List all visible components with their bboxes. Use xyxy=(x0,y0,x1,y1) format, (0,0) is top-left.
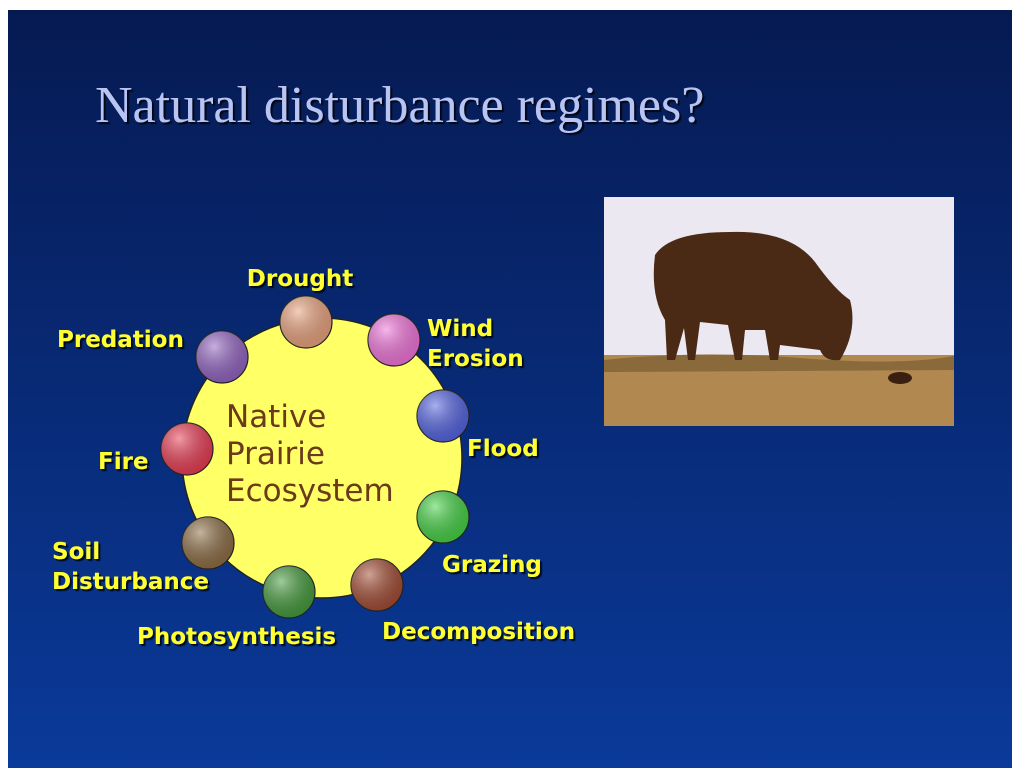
node-label: Erosion xyxy=(427,346,524,372)
node-label: Fire xyxy=(98,449,149,475)
node-label: Photosynthesis xyxy=(137,624,336,650)
slide: Natural disturbance regimes? NativePrair… xyxy=(0,0,1019,771)
node-label: Wind xyxy=(427,316,493,342)
node-shade xyxy=(351,559,403,611)
node-shade xyxy=(196,331,248,383)
node-shade xyxy=(280,296,332,348)
center-label: Native xyxy=(226,399,326,435)
node-shade xyxy=(368,314,420,366)
node-shade xyxy=(182,517,234,569)
node-label: Grazing xyxy=(442,552,542,578)
center-label: Prairie xyxy=(226,436,325,472)
node-label: Decomposition xyxy=(382,619,575,645)
center-label: Ecosystem xyxy=(226,473,394,509)
node-shade xyxy=(417,390,469,442)
node-label: Flood xyxy=(467,436,539,462)
slide-title: Natural disturbance regimes? xyxy=(95,77,704,134)
node-label: Disturbance xyxy=(52,569,209,595)
node-label: Predation xyxy=(57,327,184,353)
node-shade xyxy=(417,491,469,543)
photo xyxy=(604,197,954,426)
node-shade xyxy=(263,566,315,618)
node-label: Soil xyxy=(52,539,100,565)
node-label: Drought xyxy=(247,266,353,292)
node-shade xyxy=(161,423,213,475)
